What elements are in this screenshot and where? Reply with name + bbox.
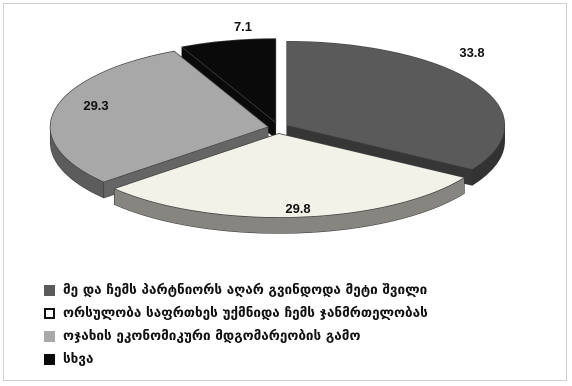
legend-label: სხვა (63, 351, 94, 367)
legend: მე და ჩემს პარტნიორს აღარ გვინდოდა მეტი … (44, 280, 428, 372)
legend-item-other: სხვა (44, 349, 428, 369)
legend-swatch (44, 284, 55, 296)
pie-tops (49, 38, 506, 218)
legend-item-no-more-children: მე და ჩემს პარტნიორს აღარ გვინდოდა მეტი … (44, 280, 428, 300)
legend-swatch (44, 330, 55, 342)
legend-swatch (44, 353, 55, 365)
pie-slice (180, 38, 277, 124)
legend-label: ოჯახის ეკონომიკური მდგომარეობის გამო (63, 328, 361, 344)
data-label: 29.8 (285, 201, 310, 216)
legend-item-economic-situation: ოჯახის ეკონომიკური მდგომარეობის გამო (44, 326, 428, 346)
legend-label: ორსულობა საფრთხეს უქმნიდა ჩემს ჯანმრთელო… (63, 305, 428, 321)
data-label: 33.8 (459, 45, 484, 60)
pie-slice (113, 133, 466, 218)
pie-slice (286, 40, 506, 170)
data-label: 7.1 (234, 19, 252, 34)
data-label: 29.3 (83, 98, 108, 113)
legend-label: მე და ჩემს პარტნიორს აღარ გვინდოდა მეტი … (63, 282, 428, 298)
pie-slice (49, 50, 269, 183)
legend-swatch (44, 307, 55, 319)
legend-item-health-risk: ორსულობა საფრთხეს უქმნიდა ჩემს ჯანმრთელო… (44, 303, 428, 323)
